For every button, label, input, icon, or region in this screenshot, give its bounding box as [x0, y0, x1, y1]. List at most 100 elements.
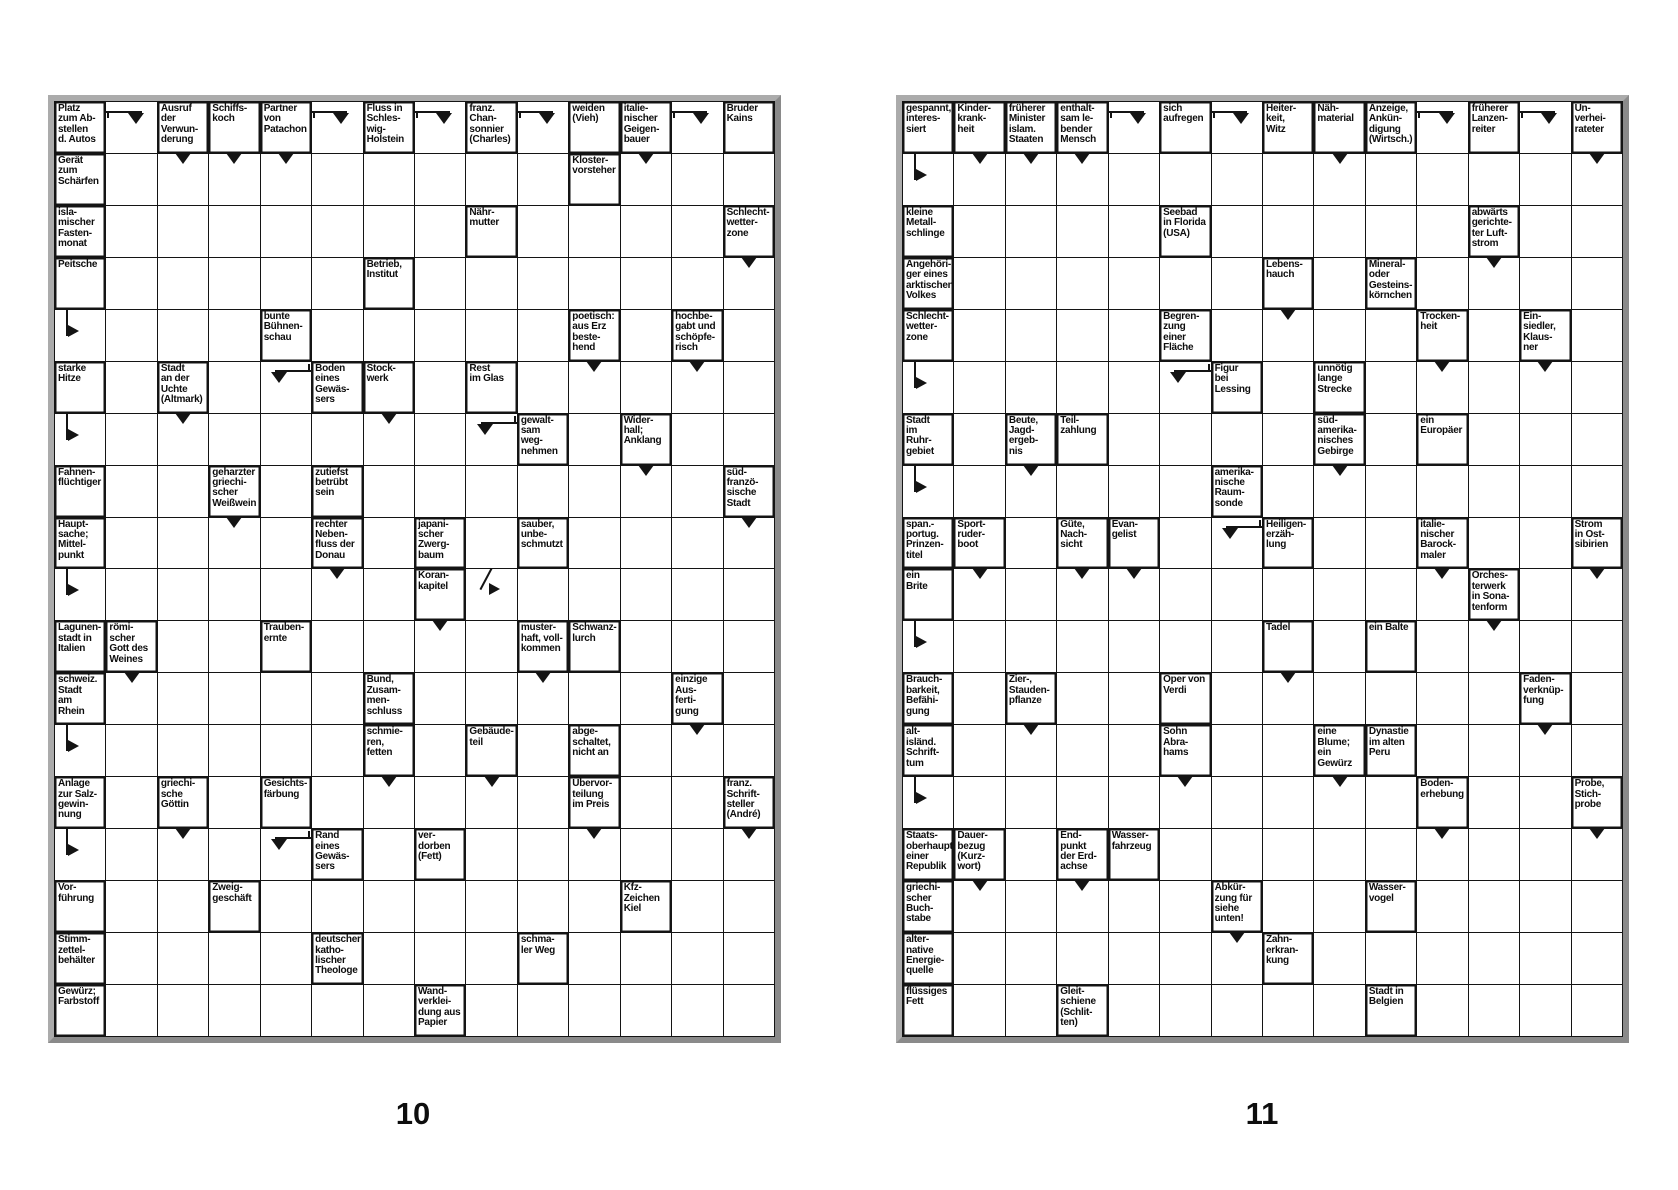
answer-cell	[1262, 569, 1314, 621]
answer-cell	[1365, 673, 1417, 725]
clue-cell: zutiefst betrübt sein	[312, 465, 363, 517]
clue-cell: Bund, Zusam- men- schluss	[363, 673, 414, 725]
arrow-cell	[1520, 724, 1571, 777]
clue-text: Stock- werk	[366, 362, 396, 385]
arrow-cell	[1211, 932, 1262, 985]
answer-cell	[312, 673, 363, 725]
answer-cell	[672, 153, 723, 205]
clue-cell: Fahnen- flüchtiger	[55, 465, 106, 517]
answer-cell	[1365, 933, 1417, 985]
down-arrow-icon	[1331, 776, 1348, 788]
clue-text: griechi- sche Göttin	[160, 778, 195, 811]
answer-cell	[672, 881, 723, 933]
answer-cell	[1005, 933, 1057, 985]
answer-cell	[1005, 257, 1057, 309]
bent-down-arrow-stub	[518, 111, 521, 118]
answer-cell	[723, 413, 774, 465]
clue-text: süd- amerika- nisches Gebirge	[1317, 414, 1357, 457]
clue-text: sauber, unbe- schmutzt	[520, 518, 563, 551]
answer-cell	[954, 205, 1005, 257]
clue-cell: Trocken- heit	[1417, 309, 1468, 361]
answer-cell	[1314, 257, 1365, 309]
clue-cell: weiden (Vieh)	[569, 102, 620, 153]
arrow-cell	[1571, 568, 1622, 621]
answer-cell	[1108, 153, 1160, 205]
across-arrow-icon	[1415, 277, 1417, 290]
answer-cell	[1108, 777, 1160, 829]
answer-cell	[1571, 881, 1622, 933]
bent-right-arrow-icon	[68, 844, 79, 857]
across-arrow-icon	[952, 588, 954, 601]
answer-cell	[1211, 205, 1262, 257]
bent-right-arrow-line	[66, 725, 68, 752]
arrow-cell	[466, 776, 517, 829]
clue-text: Fahnen- flüchtiger	[58, 466, 102, 489]
arrow-cell	[363, 412, 414, 465]
clue-cell: Abkür- zung für siehe unten!	[1211, 881, 1262, 933]
answer-cell	[466, 465, 517, 517]
clue-cell: flüssiges Fett	[903, 985, 954, 1036]
across-arrow-icon	[1415, 744, 1417, 757]
arrow-cell	[55, 413, 106, 465]
answer-cell	[1468, 777, 1520, 829]
clue-cell: hochbe- gabt und schöpfe- risch	[672, 309, 723, 361]
answer-cell	[209, 413, 260, 465]
clue-cell: Stock- werk	[363, 361, 414, 413]
answer-cell	[106, 725, 157, 777]
across-arrow-icon	[258, 900, 260, 913]
bent-down-arrow-stub	[107, 111, 110, 118]
answer-cell	[1417, 985, 1468, 1036]
bent-down-arrow-stub	[308, 363, 311, 372]
bent-right-arrow-icon	[916, 168, 927, 181]
answer-cell	[1571, 673, 1622, 725]
answer-cell	[157, 881, 209, 933]
clue-text: franz. Schrift- steller (André)	[726, 778, 761, 821]
clue-text: Schlecht- wetter- zone	[726, 206, 770, 239]
answer-cell	[106, 777, 157, 829]
clue-cell: alt- isländ. Schrift- tum	[903, 725, 954, 777]
answer-cell	[1571, 465, 1622, 517]
clue-text: kleine Metall- schlinge	[906, 206, 945, 239]
answer-cell	[1108, 309, 1160, 361]
answer-cell	[1211, 725, 1262, 777]
clue-cell: Dauer- bezug (Kurz- wort)	[954, 829, 1005, 881]
arrow-cell	[1417, 828, 1468, 881]
clue-text: Stadt in Belgien	[1368, 986, 1404, 1008]
bent-down-arrow-stub	[1418, 111, 1421, 118]
clue-text: geharzter griechi- scher Weißwein	[212, 466, 257, 509]
answer-cell	[1211, 985, 1262, 1036]
bent-down-arrow-stub	[1109, 111, 1112, 118]
clue-text: Figur bei Lessing	[1214, 362, 1251, 395]
bent-down-arrow-line	[1225, 525, 1262, 528]
answer-cell	[1520, 517, 1571, 569]
clue-cell: ein Brite	[903, 569, 954, 621]
answer-cell	[1108, 621, 1160, 673]
answer-cell	[1468, 465, 1520, 517]
answer-cell	[517, 569, 569, 621]
clue-text: Bruder Kains	[726, 103, 759, 125]
answer-cell	[106, 985, 157, 1036]
clue-cell: Partner von Patachon	[260, 102, 312, 153]
answer-cell	[1365, 777, 1417, 829]
answer-cell	[312, 413, 363, 465]
clue-text: Gebäude- teil	[469, 726, 514, 748]
answer-cell	[209, 361, 260, 413]
clue-cell: Peitsche	[55, 257, 106, 309]
clue-cell: süd- franzö- sische Stadt	[723, 465, 774, 517]
answer-cell	[1005, 517, 1057, 569]
answer-cell	[1005, 777, 1057, 829]
answer-cell	[1005, 361, 1057, 413]
clue-text: Wand- verklei- dung aus Papier	[417, 986, 461, 1029]
answer-cell	[260, 517, 312, 569]
down-arrow-icon	[1228, 932, 1245, 944]
clue-text: Kfz- Zeichen Kiel	[623, 882, 660, 914]
clue-text: Vor- führung	[58, 882, 95, 904]
arrow-cell	[1468, 256, 1520, 309]
clue-text: Wider- hall; Anklang	[623, 414, 662, 447]
down-arrow-icon	[1074, 568, 1091, 580]
down-arrow-icon	[637, 152, 654, 164]
bent-down-arrow-icon	[1129, 113, 1146, 124]
arrow-cell	[723, 516, 774, 569]
clue-text: Teil- zahlung	[1060, 414, 1097, 437]
arrow-cell	[517, 672, 569, 725]
